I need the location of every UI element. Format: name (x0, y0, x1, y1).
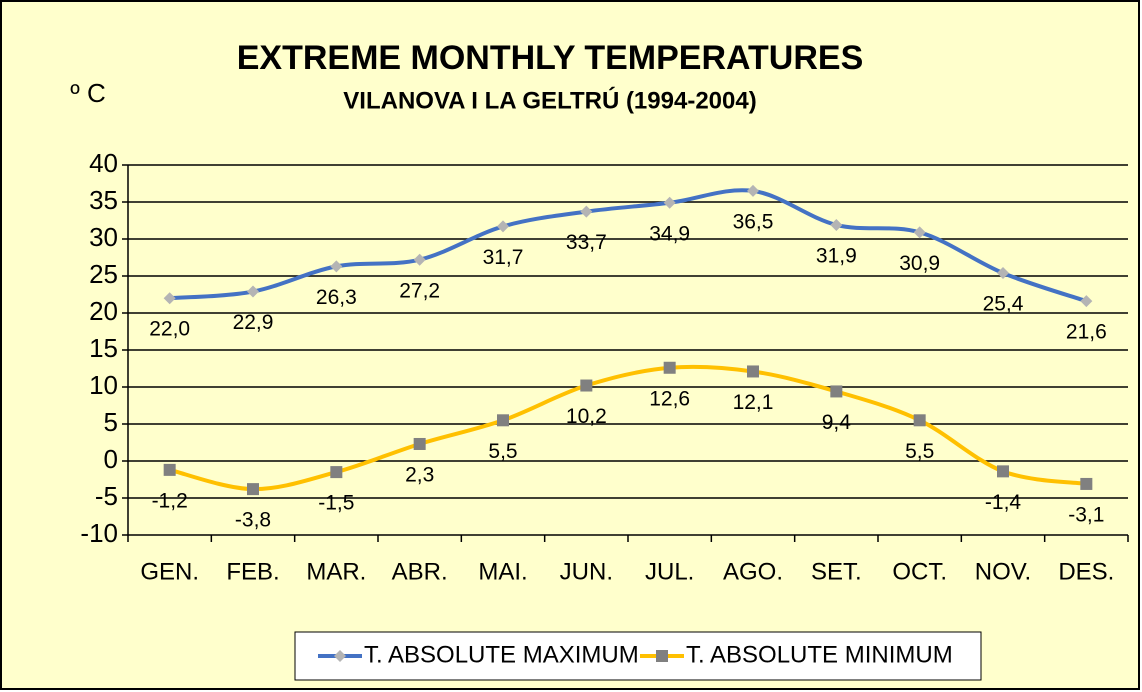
x-tick-label: JUN. (560, 558, 613, 585)
data-label: 5,5 (488, 440, 517, 463)
x-tick-label: NOV. (975, 558, 1031, 585)
chart-title: EXTREME MONTHLY TEMPERATURES (237, 39, 864, 77)
y-tick-label: -5 (95, 481, 118, 511)
data-point (247, 285, 259, 298)
x-tick-label: OCT. (892, 558, 947, 585)
data-label: -1,4 (985, 491, 1022, 514)
y-tick-label: -10 (80, 518, 118, 548)
x-tick-label: GEN. (140, 558, 199, 585)
y-axis-label: º C (70, 78, 106, 108)
data-label: -3,1 (1068, 503, 1104, 526)
data-label: 10,2 (566, 405, 607, 428)
data-label: 31,9 (816, 244, 857, 267)
x-tick-label: MAR. (306, 558, 366, 585)
data-label: -1,2 (152, 489, 188, 512)
x-tick-label: ABR. (392, 558, 448, 585)
data-point (997, 267, 1009, 280)
data-point (997, 465, 1009, 478)
data-label: 27,2 (399, 279, 440, 302)
data-point (163, 292, 176, 305)
data-point (663, 196, 676, 209)
legend-label: T. ABSOLUTE MINIMUM (686, 641, 953, 668)
data-label: -3,8 (235, 509, 271, 532)
data-label: 30,9 (899, 252, 940, 275)
x-tick-label: JUL. (645, 558, 694, 585)
data-point (1080, 477, 1093, 490)
y-tick-label: 25 (89, 259, 118, 289)
data-point (163, 463, 176, 476)
data-label: 36,5 (733, 210, 774, 233)
data-point (913, 226, 926, 239)
series-line (169, 364, 1087, 492)
legend-label: T. ABSOLUTE MAXIMUM (364, 641, 639, 668)
data-point (580, 379, 593, 392)
x-tick-label: SET. (811, 558, 862, 585)
data-point (247, 483, 259, 496)
data-point (663, 361, 676, 374)
y-tick-label: 0 (104, 444, 118, 474)
data-label: 9,4 (822, 411, 852, 434)
data-point (413, 253, 426, 266)
x-tick-label: MAI. (478, 558, 527, 585)
series-line (169, 188, 1087, 304)
x-tick-label: AGO. (723, 558, 783, 585)
y-tick-label: 15 (89, 333, 118, 363)
data-point (1080, 295, 1093, 308)
x-tick-label: FEB. (226, 558, 279, 585)
data-point (747, 365, 759, 378)
data-label: 31,7 (483, 246, 524, 269)
x-tick-label: DES. (1058, 558, 1114, 585)
data-label: 5,5 (905, 440, 934, 463)
data-label: -1,5 (318, 492, 354, 515)
data-label: 26,3 (316, 286, 357, 309)
data-point (330, 466, 343, 479)
legend-marker (334, 650, 346, 662)
data-label: 12,6 (649, 387, 690, 410)
data-point (913, 414, 926, 427)
data-label: 22,0 (149, 318, 190, 341)
data-label: 34,9 (649, 222, 690, 245)
data-point (330, 260, 343, 273)
y-tick-label: 20 (89, 296, 118, 326)
data-point (413, 437, 426, 450)
data-label: 25,4 (983, 293, 1024, 316)
data-point (497, 414, 509, 427)
y-tick-label: 40 (89, 148, 118, 178)
data-point (580, 205, 593, 218)
data-point (830, 218, 843, 231)
legend-box (294, 631, 982, 681)
legend-marker (656, 650, 668, 662)
data-point (497, 220, 509, 233)
data-label: 22,9 (233, 311, 274, 334)
data-label: 2,3 (405, 464, 434, 487)
data-label: 33,7 (566, 231, 607, 254)
y-tick-label: 30 (89, 222, 118, 252)
data-point (747, 184, 759, 197)
data-point (830, 385, 843, 398)
y-tick-label: 5 (104, 407, 118, 437)
y-tick-label: 35 (89, 185, 118, 215)
y-tick-label: 10 (89, 370, 118, 400)
data-label: 12,1 (733, 391, 774, 414)
chart-subtitle: VILANOVA I LA GELTRÚ (1994-2004) (343, 86, 756, 114)
data-label: 21,6 (1066, 321, 1107, 344)
